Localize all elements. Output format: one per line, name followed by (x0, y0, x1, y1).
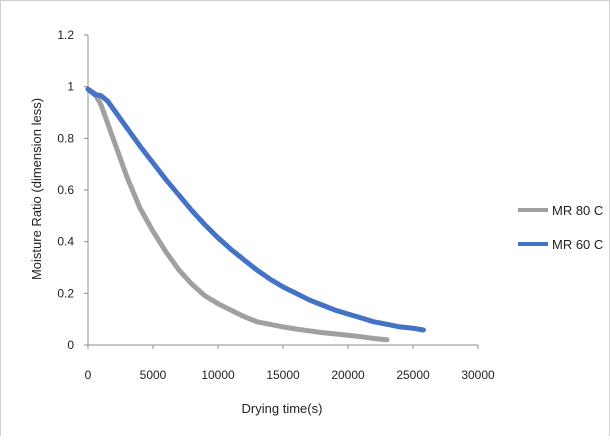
y-tick-label: 0.4 (57, 235, 74, 249)
y-tick-label: 1.2 (57, 28, 74, 42)
x-axis-label: Drying time(s) (242, 401, 323, 416)
x-tick-label: 15000 (266, 368, 300, 382)
legend-label: MR 80 C (552, 203, 603, 218)
series-lines (85, 86, 426, 343)
x-tick-label: 10000 (201, 368, 235, 382)
y-tick-label: 1 (67, 80, 74, 94)
y-tick-label: 0 (67, 338, 74, 352)
y-tick-label: 0.8 (57, 131, 74, 145)
legend: MR 80 C MR 60 C (518, 203, 603, 252)
x-tick-label: 25000 (396, 368, 430, 382)
legend-label: MR 60 C (552, 237, 603, 252)
y-tick-labels: 0 0.2 0.4 0.6 0.8 1 1.2 (57, 28, 74, 352)
y-tick-label: 0.2 (57, 286, 74, 300)
y-axis-label: Moisture Ratio (dimension less) (29, 98, 44, 280)
x-tick-label: 5000 (140, 368, 167, 382)
series-line-mr-60-c (85, 86, 426, 333)
x-tick-label: 30000 (461, 368, 495, 382)
x-tick-labels: 0 5000 10000 15000 20000 25000 30000 (85, 368, 495, 382)
x-tick-label: 0 (85, 368, 92, 382)
series-line-mr-80-c (85, 86, 390, 343)
x-tick-label: 20000 (331, 368, 365, 382)
axes (84, 34, 479, 349)
y-tick-label: 0.6 (57, 183, 74, 197)
